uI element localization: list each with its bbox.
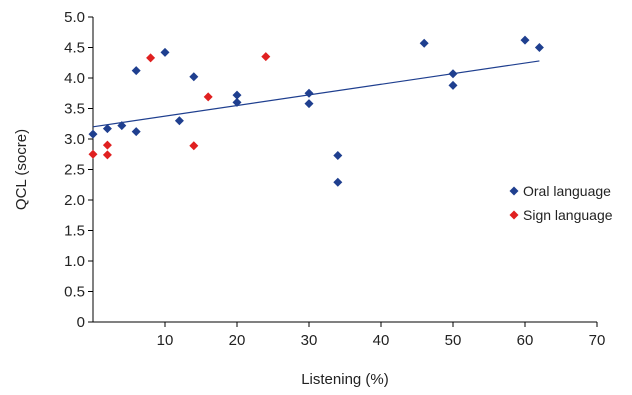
point-sign-language — [146, 53, 156, 63]
trendline — [92, 60, 540, 128]
point-sign-language — [88, 149, 98, 159]
point-oral-language — [131, 127, 141, 137]
point-oral-language — [448, 69, 458, 79]
point-sign-language — [261, 52, 271, 62]
x-tick-label: 30 — [301, 332, 318, 349]
point-oral-language — [88, 129, 98, 139]
point-oral-language — [333, 150, 343, 160]
point-oral-language — [189, 72, 199, 82]
y-axis-label: QCL (socre) — [13, 129, 30, 210]
point-oral-language — [117, 121, 127, 131]
x-tick-label: 40 — [373, 332, 390, 349]
point-sign-language — [102, 140, 112, 150]
y-tick-label: 3.5 — [64, 101, 85, 118]
x-tick-label: 70 — [589, 332, 606, 349]
point-sign-language — [102, 150, 112, 160]
x-axis-label: Listening (%) — [301, 371, 389, 388]
legend-marker-sign-language — [509, 210, 519, 220]
x-tick-label: 20 — [229, 332, 246, 349]
legend: Oral language Sign language — [509, 183, 613, 223]
point-oral-language — [131, 66, 141, 76]
y-tick-label: 1.5 — [64, 223, 85, 240]
point-oral-language — [304, 99, 314, 109]
point-oral-language — [232, 97, 242, 107]
y-tick-label: 3.0 — [64, 131, 85, 148]
point-oral-language — [520, 35, 530, 45]
axes: 0 0.5 1.0 1.5 2.0 2.5 3.0 3.5 4.0 4.5 5.0 10 20 30 40 5… — [64, 9, 605, 349]
point-oral-language — [419, 38, 429, 48]
x-tick-label: 60 — [517, 332, 534, 349]
y-tick-label: 5.0 — [64, 9, 85, 26]
point-oral-language — [174, 116, 184, 126]
point-oral-language — [160, 47, 170, 57]
data-points — [88, 35, 544, 187]
point-oral-language — [102, 124, 112, 134]
legend-label-sign-language: Sign language — [523, 207, 613, 223]
legend-marker-oral-language — [509, 186, 519, 196]
point-oral-language — [448, 80, 458, 90]
y-tick-label: 1.0 — [64, 253, 85, 270]
y-tick-label: 0 — [77, 314, 85, 331]
y-tick-label: 4.0 — [64, 70, 85, 87]
y-tick-label: 0.5 — [64, 284, 85, 301]
point-sign-language — [189, 141, 199, 151]
point-oral-language — [534, 43, 544, 52]
point-oral-language — [304, 88, 314, 98]
point-oral-language — [232, 90, 242, 100]
trendline-group — [92, 60, 540, 128]
point-sign-language — [203, 92, 213, 102]
x-tick-label: 10 — [157, 332, 174, 349]
x-tick-label: 50 — [445, 332, 462, 349]
legend-label-oral-language: Oral language — [523, 183, 611, 199]
y-tick-label: 2.5 — [64, 162, 85, 179]
y-tick-label: 4.5 — [64, 40, 85, 57]
y-tick-label: 2.0 — [64, 192, 85, 209]
point-oral-language — [333, 177, 343, 187]
